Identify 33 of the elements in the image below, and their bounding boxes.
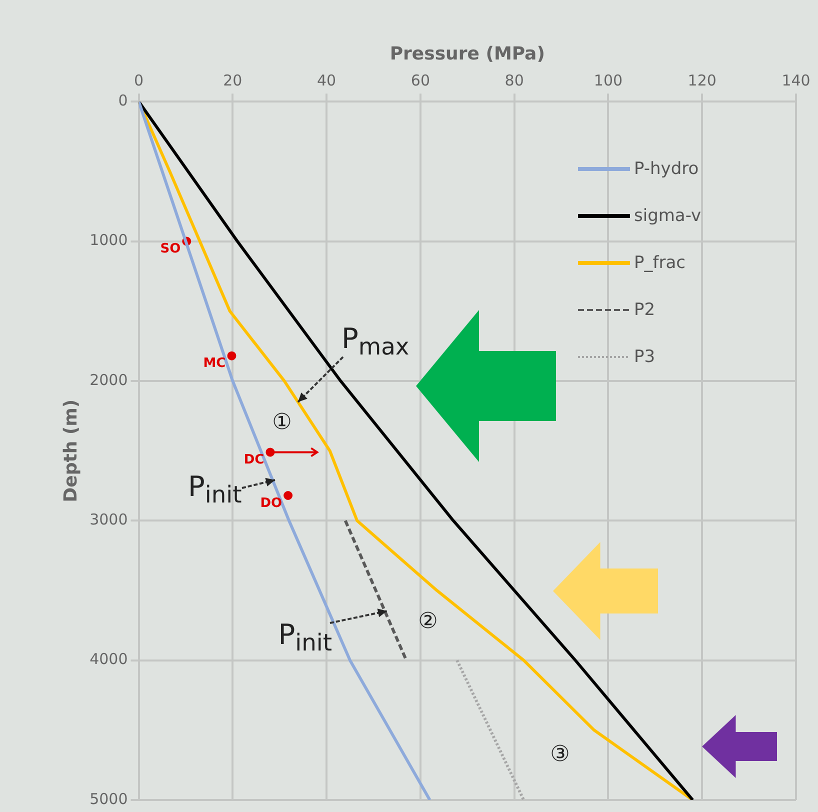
x-tick-label: 120 [688, 71, 716, 90]
x-tick-label: 20 [223, 71, 242, 90]
point [227, 351, 236, 360]
annotation: ① [272, 410, 292, 435]
y-tick-label: 1000 [90, 231, 128, 250]
data-label: SO [160, 242, 181, 257]
legend-label: P-hydro [634, 158, 699, 178]
x-tick-label: 100 [594, 71, 623, 90]
x-tick-label: 40 [317, 71, 336, 90]
data-label: MC [203, 356, 226, 372]
x-tick-label: 80 [504, 71, 524, 90]
y-tick-label: 5000 [90, 790, 128, 808]
annotation: ③ [550, 742, 570, 767]
legend-label: P3 [634, 346, 656, 366]
annotation: P$_{max}$ [342, 322, 410, 361]
y-tick-label: 4000 [90, 650, 128, 668]
y-tick-label: 0 [118, 91, 128, 110]
x-tick-label: 0 [134, 71, 144, 90]
point [284, 491, 293, 500]
data-label: DO [260, 496, 282, 511]
y-tick-label: 3000 [90, 510, 128, 529]
data-label: DC [244, 452, 264, 468]
legend-label: sigma-v [634, 206, 702, 226]
y-tick-label: 2000 [90, 370, 128, 389]
legend-label: P_frac [634, 252, 686, 272]
x-axis-title: Pressure (MPa) [390, 43, 545, 64]
annotation: P$_{init}$ [188, 470, 242, 509]
annotation: P$_{init}$ [278, 618, 332, 658]
annotation: ② [418, 609, 438, 634]
x-tick-label: 140 [782, 71, 810, 90]
x-tick-label: 60 [410, 71, 430, 90]
legend-label: P2 [634, 300, 656, 320]
y-axis-title: Depth (m) [60, 399, 82, 502]
